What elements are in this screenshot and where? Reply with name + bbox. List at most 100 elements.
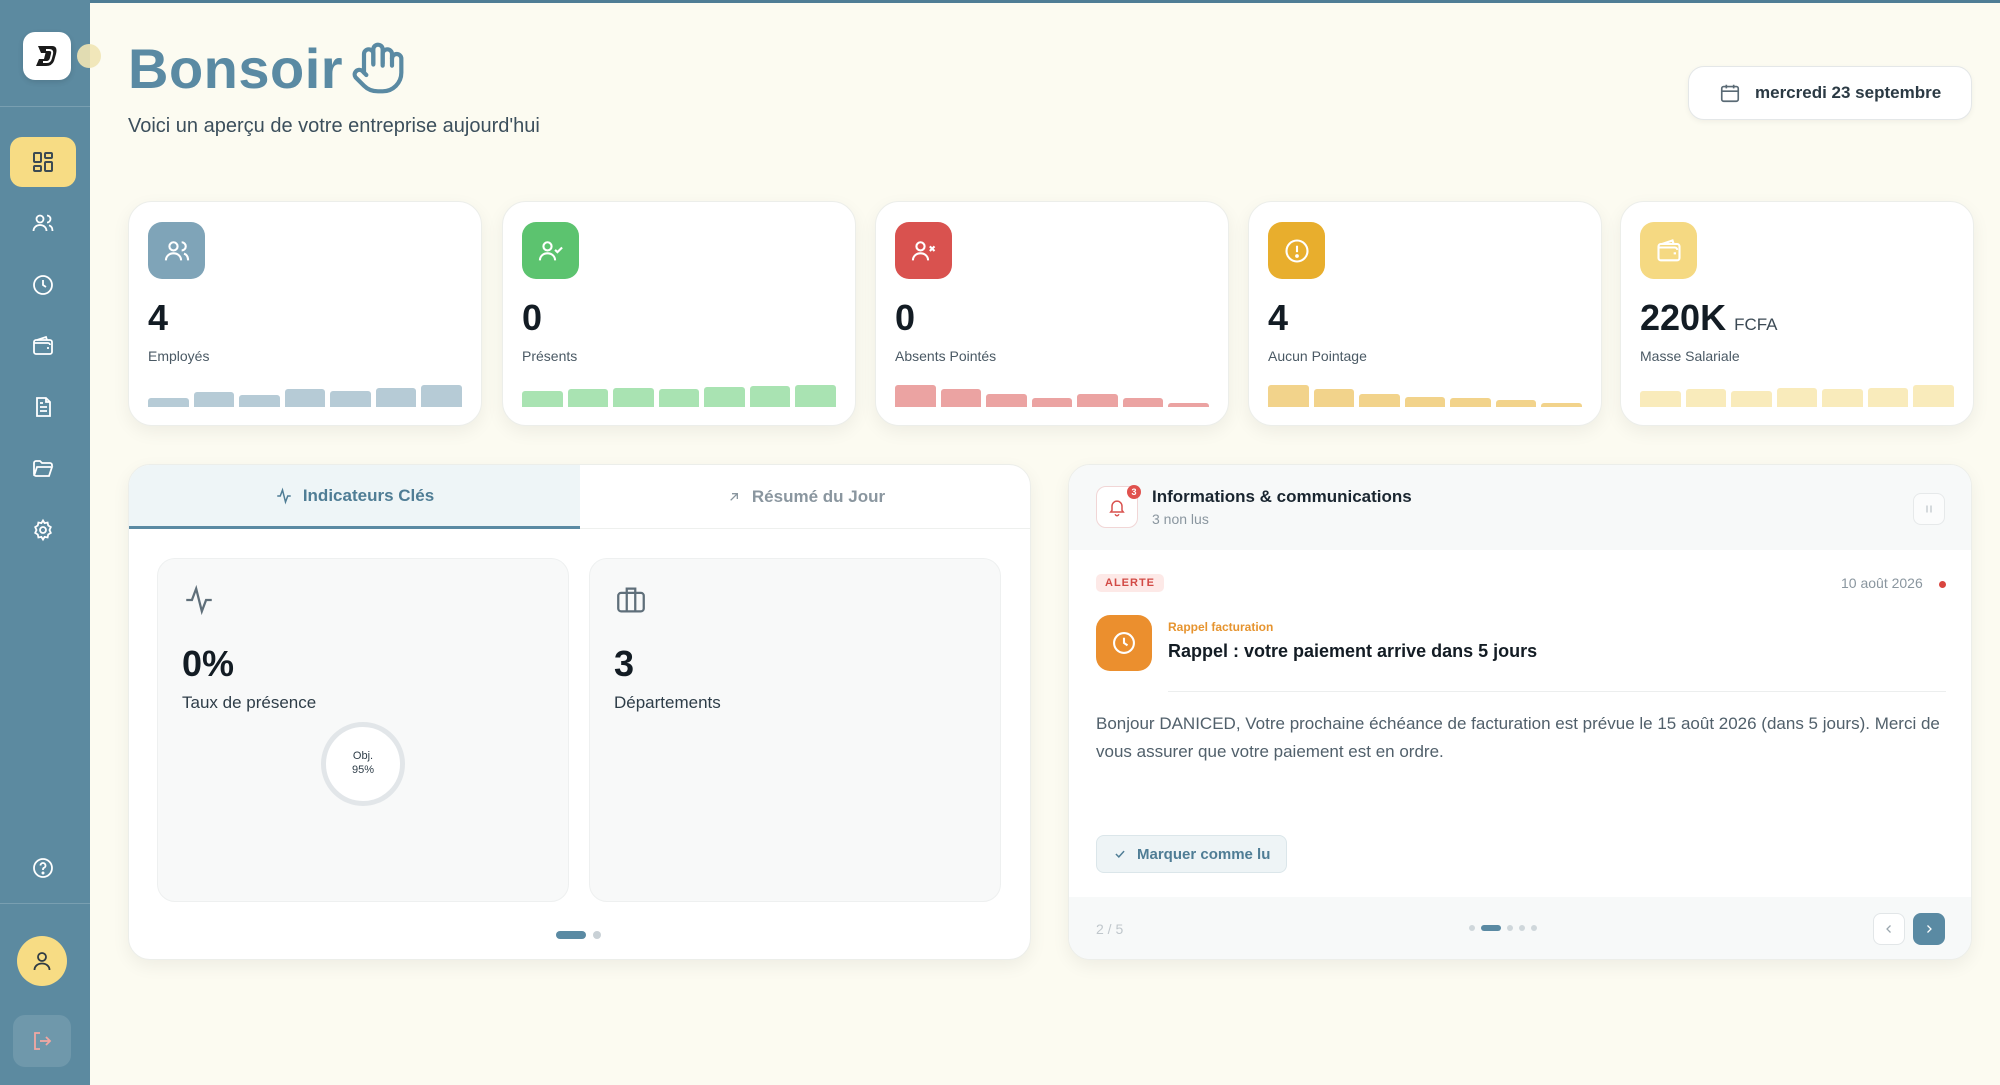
sparkline-bar	[658, 389, 700, 407]
sparkline-bar	[613, 387, 654, 407]
briefcase-icon	[617, 587, 645, 613]
info-panel-footer: 2 / 5	[1069, 897, 1971, 959]
kpi-card-departments: 3 Départements	[589, 558, 1001, 902]
collapse-toggle[interactable]	[77, 44, 101, 68]
dashboard-icon	[33, 152, 53, 172]
tab-key-indicators[interactable]: Indicateurs Clés	[129, 465, 580, 529]
sparkline-bar	[1359, 393, 1400, 407]
sparkline-bar	[895, 384, 936, 407]
stat-value: 0	[522, 297, 543, 338]
sparkline-bars	[1640, 377, 1955, 407]
message-title: Rappel : votre paiement arrive dans 5 jo…	[1168, 641, 1538, 661]
sidebar-item-employees[interactable]	[10, 198, 76, 248]
sparkline-bar	[795, 384, 837, 407]
message-dot[interactable]	[1531, 925, 1537, 931]
sparkline-bar	[1822, 389, 1863, 407]
bell-icon	[1109, 500, 1125, 517]
user-avatar[interactable]	[17, 936, 67, 986]
pause-button[interactable]	[1913, 493, 1945, 525]
sparkline-bars	[1268, 377, 1583, 407]
message-dot[interactable]	[1519, 925, 1525, 931]
message-icon-wrapper	[1096, 615, 1152, 671]
message-dot[interactable]	[1469, 925, 1475, 931]
mark-as-read-button[interactable]: Marquer comme lu	[1096, 835, 1288, 873]
document-icon	[36, 397, 51, 417]
stat-value: 4	[148, 297, 169, 338]
notifications-button[interactable]	[1096, 486, 1138, 528]
kpi-value: 0%	[182, 643, 235, 684]
wallet-icon	[1656, 238, 1681, 261]
previous-button[interactable]	[1873, 913, 1905, 945]
sparkline-bar	[375, 387, 417, 407]
sparkline-bar	[1541, 402, 1583, 407]
message-dot-active[interactable]	[1481, 925, 1501, 931]
stat-card-absent[interactable]: 0 Absents Pointés	[875, 201, 1229, 426]
sparkline-bar	[1031, 398, 1073, 407]
page-subtitle: Voici un aperçu de votre entreprise aujo…	[128, 115, 540, 137]
date-label: mercredi 23 septembre	[1755, 83, 1942, 102]
carousel-dots	[556, 931, 601, 939]
sidebar-item-payroll[interactable]	[10, 321, 76, 371]
sparkline-bar	[1313, 389, 1355, 407]
message-dot[interactable]	[1507, 925, 1513, 931]
sparkline-bar	[421, 384, 463, 407]
page-title: Bonsoir	[128, 37, 344, 100]
calendar-icon	[1720, 84, 1740, 103]
stat-card-payroll[interactable]: 220K FCFA Masse Salariale	[1620, 201, 1974, 426]
chevron-right-icon	[1927, 925, 1932, 933]
divider	[1168, 691, 1946, 692]
goal-ring: Obj. 95%	[321, 722, 405, 806]
stat-card-no-punch[interactable]: 4 Aucun Pointage	[1248, 201, 1602, 426]
sparkline-bar	[1495, 400, 1537, 407]
sidebar-item-documents[interactable]	[10, 382, 76, 432]
sparkline-bar	[239, 395, 280, 407]
sparkline-bar	[193, 392, 235, 407]
sidebar-item-files[interactable]	[10, 443, 76, 493]
stat-value: 0	[895, 297, 916, 338]
user-check-icon	[538, 240, 563, 260]
kpi-card-attendance-rate: 0% Taux de présence Obj. 95%	[157, 558, 569, 902]
sidebar-item-attendance[interactable]	[10, 260, 76, 310]
stat-card-present[interactable]: 0 Présents	[502, 201, 856, 426]
sidebar-item-dashboard[interactable]	[10, 137, 76, 187]
unread-count: 3 non lus	[1152, 511, 1209, 527]
sparkline-bar	[1776, 387, 1818, 407]
date-picker-button[interactable]: mercredi 23 septembre	[1688, 66, 1972, 120]
alert-badge: ALERTE	[1096, 574, 1164, 592]
next-button[interactable]	[1913, 913, 1945, 945]
users-icon	[32, 214, 54, 232]
sparkline-bar	[1404, 396, 1446, 407]
sparkline-bar	[1122, 398, 1164, 407]
stat-icon-wrapper	[895, 222, 952, 279]
users-icon	[164, 240, 189, 260]
carousel-dot[interactable]	[593, 931, 601, 939]
stat-label: Aucun Pointage	[1268, 348, 1367, 364]
activity-icon	[277, 486, 291, 505]
message-date: 10 août 2026	[1841, 575, 1923, 591]
sparkline-bar	[749, 386, 791, 407]
waving-hand-icon	[352, 42, 404, 94]
unread-badge: 3	[1127, 485, 1141, 499]
clock-icon	[1113, 632, 1135, 654]
chevron-left-icon	[1886, 925, 1891, 933]
stat-label: Présents	[522, 348, 578, 364]
wallet-icon	[33, 335, 53, 355]
sparkline-bar	[284, 389, 326, 407]
message-body: Bonjour DANICED, Votre prochaine échéanc…	[1096, 714, 1940, 761]
sparkline-bar	[1731, 390, 1772, 407]
tab-daily-summary[interactable]: Résumé du Jour	[580, 465, 1030, 529]
sparkline-bar	[1913, 384, 1955, 407]
arrow-up-right-icon	[730, 493, 738, 501]
sidebar-divider	[0, 106, 90, 107]
app-logo[interactable]	[23, 32, 71, 80]
sparkline-bars	[895, 377, 1210, 407]
goal-value: 95%	[351, 764, 375, 776]
carousel-dot-active[interactable]	[556, 931, 586, 939]
stat-card-employees[interactable]: 4 Employés	[128, 201, 482, 426]
sidebar-item-settings[interactable]	[10, 505, 76, 555]
message-dots	[1469, 925, 1537, 931]
mark-as-read-label: Marquer comme lu	[1137, 845, 1271, 863]
logout-button[interactable]	[13, 1015, 71, 1067]
help-button[interactable]	[10, 843, 76, 893]
stat-icon-wrapper	[1640, 222, 1697, 279]
